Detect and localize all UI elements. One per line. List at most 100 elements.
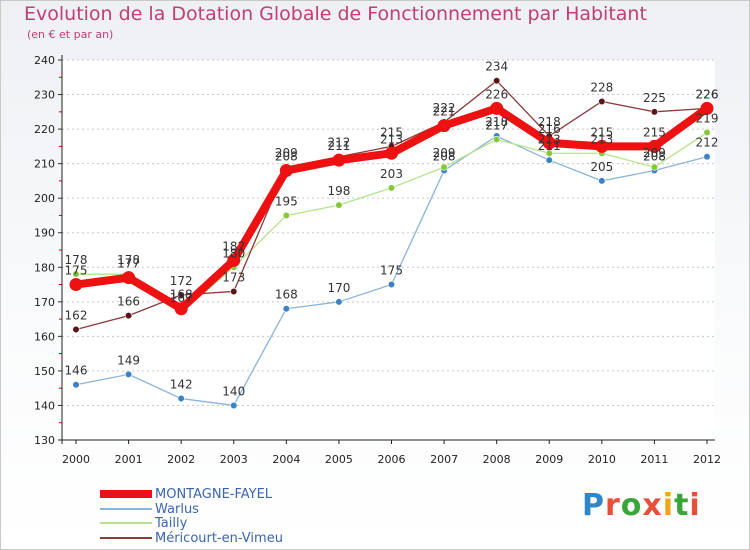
data-label: 215 (380, 125, 403, 139)
data-label: 216 (538, 122, 561, 136)
data-label: 208 (643, 150, 666, 164)
data-point (437, 119, 451, 133)
data-point (230, 287, 238, 296)
data-point (493, 77, 501, 85)
x-tick-label: 2004 (272, 453, 300, 466)
y-tick-label: 160 (34, 330, 55, 343)
data-point (703, 153, 711, 161)
data-label: 162 (65, 308, 88, 322)
x-tick-label: 2000 (62, 453, 90, 466)
x-tick-label: 2010 (588, 453, 616, 466)
data-label: 209 (643, 146, 666, 160)
data-label: 209 (433, 146, 456, 160)
data-label: 140 (222, 384, 245, 398)
y-tick-label: 150 (34, 365, 55, 378)
plot-area (62, 60, 715, 440)
y-tick-label: 170 (34, 296, 55, 309)
data-point (387, 184, 396, 192)
data-label: 178 (117, 253, 140, 267)
x-tick-label: 2008 (483, 453, 511, 466)
data-label: 212 (327, 136, 350, 150)
data-label: 175 (65, 264, 88, 278)
data-label: 205 (590, 160, 613, 174)
data-point (335, 201, 343, 209)
x-tick-label: 2011 (640, 453, 668, 466)
y-tick-label: 200 (34, 192, 55, 205)
data-label: 217 (485, 118, 508, 132)
legend-label: Méricourt-en-Vimeu (155, 530, 283, 546)
data-label: 178 (65, 253, 88, 267)
data-point (542, 136, 556, 150)
data-label: 195 (275, 194, 298, 208)
legend-label: MONTAGNE-FAYEL (155, 486, 273, 502)
data-label: 234 (485, 60, 508, 74)
data-label: 198 (327, 184, 350, 198)
data-point (124, 370, 133, 378)
data-point (440, 163, 448, 171)
data-label: 149 (117, 353, 140, 367)
y-tick-label: 210 (34, 158, 55, 171)
data-label: 213 (590, 132, 613, 146)
data-label: 168 (170, 288, 193, 302)
x-tick-label: 2001 (115, 453, 143, 466)
data-point (595, 139, 609, 153)
proxiti-logo: Proxiti (582, 488, 701, 523)
data-label: 228 (590, 80, 613, 94)
data-label: 168 (275, 288, 298, 302)
y-tick-label: 190 (34, 227, 55, 240)
legend-item: Tailly (100, 516, 187, 531)
x-tick-label: 2002 (167, 453, 195, 466)
data-label: 215 (643, 125, 666, 139)
data-label: 211 (538, 139, 561, 153)
data-point (279, 164, 293, 178)
x-tick-label: 2012 (693, 453, 721, 466)
data-label: 166 (117, 295, 140, 309)
y-tick-label: 240 (34, 54, 55, 67)
data-point (650, 108, 659, 116)
legend-label: Warlus (155, 501, 199, 517)
data-point (703, 128, 711, 137)
data-label: 226 (696, 87, 719, 101)
data-point (545, 149, 553, 157)
data-label: 226 (485, 87, 508, 101)
data-point (122, 271, 136, 285)
y-tick-label: 180 (34, 261, 55, 274)
data-label: 182 (222, 239, 245, 253)
x-tick-label: 2006 (378, 453, 406, 466)
data-label: 167 (170, 291, 193, 305)
chart-title: Evolution de la Dotation Globale de Fonc… (24, 3, 647, 25)
data-label: 213 (380, 132, 403, 146)
legend-item: Warlus (100, 501, 199, 517)
y-tick-label: 140 (34, 399, 55, 412)
data-point (332, 153, 346, 167)
data-point (700, 101, 714, 115)
data-point (490, 101, 504, 115)
data-point (69, 278, 83, 292)
legend-swatch (100, 522, 152, 524)
x-tick-label: 2009 (535, 453, 563, 466)
chart-subtitle: (en € et par an) (27, 28, 114, 41)
data-point (282, 211, 290, 220)
data-label: 203 (380, 167, 403, 181)
data-point (335, 298, 343, 306)
data-label: 175 (380, 264, 403, 278)
data-point (230, 401, 238, 410)
legend-swatch (100, 490, 152, 498)
data-point (177, 394, 185, 403)
data-point (647, 139, 661, 153)
data-point (124, 312, 133, 320)
data-label: 177 (117, 257, 140, 271)
data-label: 218 (538, 115, 561, 129)
legend-swatch (100, 508, 152, 510)
data-point (227, 253, 241, 267)
legend-swatch (100, 537, 152, 539)
data-label: 225 (643, 91, 666, 105)
y-tick-label: 230 (34, 89, 55, 102)
x-tick-label: 2003 (220, 453, 248, 466)
data-label: 180 (222, 246, 245, 260)
data-label: 215 (590, 125, 613, 139)
data-point (545, 156, 553, 164)
y-tick-label: 130 (34, 434, 55, 447)
data-point (598, 97, 606, 106)
